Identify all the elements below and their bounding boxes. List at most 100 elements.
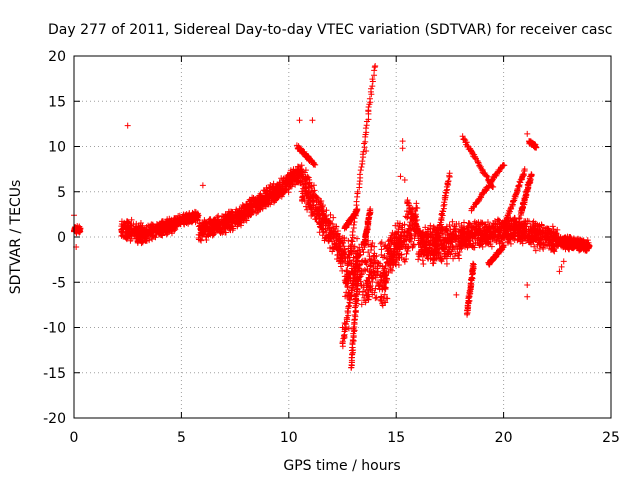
data-point xyxy=(152,224,159,231)
data-point xyxy=(261,187,268,194)
data-point xyxy=(245,212,252,219)
data-point xyxy=(253,201,260,208)
data-point xyxy=(233,206,240,213)
data-point xyxy=(279,189,286,196)
data-point xyxy=(125,225,132,232)
data-point xyxy=(140,227,147,234)
data-point xyxy=(257,194,264,201)
data-point xyxy=(404,214,411,221)
data-point xyxy=(222,229,229,236)
data-point xyxy=(366,95,373,102)
outlier-point xyxy=(363,148,370,155)
data-point xyxy=(256,205,263,212)
outlier-point xyxy=(524,293,531,300)
data-point xyxy=(207,227,214,234)
data-point xyxy=(356,171,363,178)
data-point xyxy=(201,231,208,238)
data-point xyxy=(440,202,447,209)
data-point xyxy=(172,226,179,233)
data-point xyxy=(187,216,194,223)
data-point xyxy=(241,213,248,220)
data-point xyxy=(461,135,468,142)
data-point xyxy=(262,194,269,201)
data-point xyxy=(286,173,293,180)
data-point xyxy=(253,210,260,217)
data-point xyxy=(223,222,230,229)
data-point xyxy=(372,62,379,69)
data-point xyxy=(224,212,231,219)
data-point xyxy=(339,267,346,274)
data-point xyxy=(134,237,141,244)
data-point xyxy=(239,217,246,224)
x-tick-label: 0 xyxy=(70,430,79,446)
data-point xyxy=(271,196,278,203)
data-point xyxy=(206,216,213,223)
data-point xyxy=(148,234,155,241)
data-point xyxy=(265,195,272,202)
outlier-point xyxy=(399,145,406,152)
data-point xyxy=(378,246,385,253)
data-point xyxy=(276,181,283,188)
data-point xyxy=(358,164,365,171)
data-point xyxy=(413,200,420,207)
data-point xyxy=(185,219,191,226)
data-point xyxy=(202,228,209,235)
data-point xyxy=(362,125,369,132)
data-point xyxy=(420,261,427,268)
data-point xyxy=(163,231,170,238)
chart-title: Day 277 of 2011, Sidereal Day-to-day VTE… xyxy=(48,22,612,38)
data-point xyxy=(345,237,352,244)
data-point xyxy=(249,208,256,215)
y-tick-label: -15 xyxy=(43,366,66,382)
data-point xyxy=(156,229,163,236)
data-point xyxy=(368,242,375,249)
data-point xyxy=(246,206,253,213)
data-point xyxy=(262,200,269,207)
data-point xyxy=(257,202,264,209)
data-point xyxy=(208,223,215,230)
outlier-point xyxy=(397,173,404,180)
data-point xyxy=(268,198,275,205)
data-point xyxy=(145,222,152,229)
data-point xyxy=(124,218,131,225)
outlier-point xyxy=(560,258,567,265)
data-point xyxy=(343,267,350,274)
outlier-point xyxy=(524,130,531,137)
data-point xyxy=(182,217,189,224)
outlier-point xyxy=(365,107,372,114)
data-point xyxy=(201,219,208,226)
data-point xyxy=(410,241,417,248)
data-point xyxy=(125,230,132,237)
data-point xyxy=(229,212,236,219)
outlier-point xyxy=(309,117,316,124)
y-tick-label: -5 xyxy=(52,275,66,291)
data-point xyxy=(159,232,166,239)
data-point xyxy=(298,162,305,169)
data-point xyxy=(196,222,203,229)
data-point xyxy=(175,212,182,219)
data-point xyxy=(147,226,154,233)
outlier-point xyxy=(401,176,408,183)
x-tick-label: 10 xyxy=(280,430,298,446)
data-point xyxy=(247,203,254,210)
data-point xyxy=(203,236,210,243)
data-point xyxy=(168,224,175,231)
data-point xyxy=(213,225,220,232)
data-point xyxy=(395,262,402,269)
y-tick-label: 15 xyxy=(48,94,66,110)
data-point xyxy=(241,205,248,212)
data-point xyxy=(127,237,134,244)
data-point xyxy=(443,260,450,267)
data-point xyxy=(271,185,278,192)
x-tick-label: 15 xyxy=(387,430,405,446)
data-point xyxy=(196,232,203,239)
data-point xyxy=(353,198,360,205)
y-tick-label: 10 xyxy=(48,140,66,156)
data-point xyxy=(234,221,241,228)
data-point xyxy=(130,227,137,234)
data-point xyxy=(126,231,133,238)
data-point xyxy=(191,211,198,218)
data-point xyxy=(285,189,292,196)
data-point xyxy=(198,227,205,234)
